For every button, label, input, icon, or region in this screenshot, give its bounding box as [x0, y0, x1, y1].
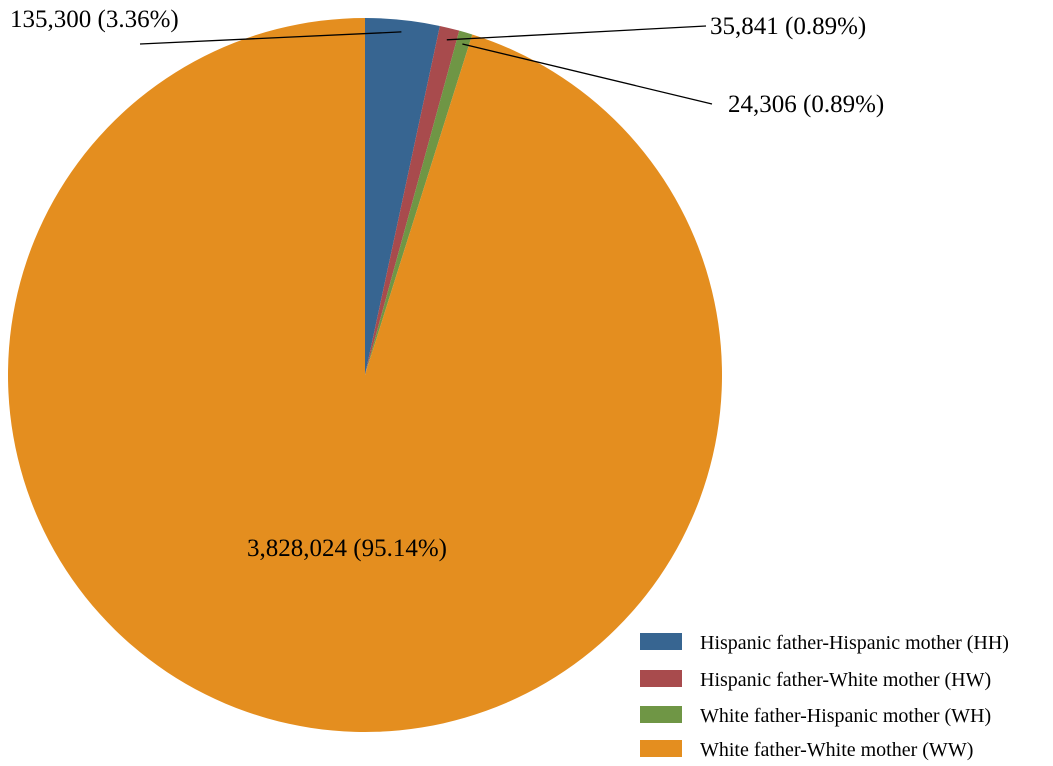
legend-label-hh: Hispanic father-Hispanic mother (HH) — [700, 632, 1009, 654]
data-labels: 135,300 (3.36%) 35,841 (0.89%) 24,306 (0… — [10, 6, 884, 562]
leader-line-wh — [462, 43, 713, 105]
legend-swatch-hw — [640, 670, 682, 687]
leader-lines — [139, 25, 713, 105]
data-label-wh: 24,306 (0.89%) — [728, 91, 884, 118]
legend: Hispanic father-Hispanic mother (HH) His… — [640, 632, 1009, 761]
leader-line-hw — [446, 25, 707, 41]
pie-slice-hh — [365, 18, 440, 375]
legend-label-wh: White father-Hispanic mother (WH) — [700, 705, 991, 727]
pie-slice-wh — [365, 30, 473, 375]
pie-slices — [8, 18, 723, 732]
legend-label-ww: White father-White mother (WW) — [700, 739, 973, 761]
data-label-hw: 35,841 (0.89%) — [710, 13, 866, 40]
data-label-hh: 135,300 (3.36%) — [10, 6, 179, 33]
pie-slice-ww — [8, 18, 723, 732]
pie-slice-hw — [365, 25, 460, 375]
legend-swatch-wh — [640, 706, 682, 723]
leader-line-hh — [139, 31, 402, 45]
legend-swatch-hh — [640, 633, 682, 650]
legend-label-hw: Hispanic father-White mother (HW) — [700, 669, 991, 691]
data-label-ww: 3,828,024 (95.14%) — [247, 535, 447, 562]
legend-swatch-ww — [640, 740, 682, 757]
